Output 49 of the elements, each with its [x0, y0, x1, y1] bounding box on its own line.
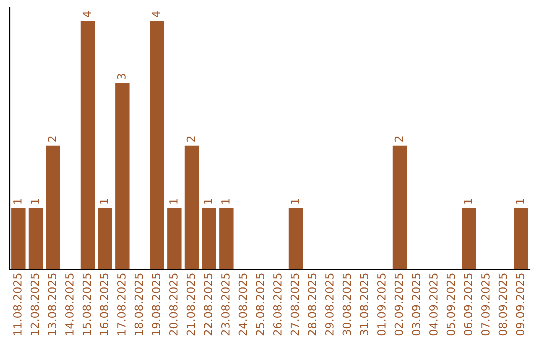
data-label: 2	[48, 136, 56, 142]
x-tick-label: 19.08.2025	[152, 274, 161, 336]
x-tick-label: 17.08.2025	[117, 274, 126, 336]
x-tick-label: 21.08.2025	[186, 274, 196, 336]
data-label: 1	[30, 199, 40, 204]
x-tick-label: 11.08.2025	[13, 274, 22, 336]
x-tick-label: 26.08.2025	[273, 274, 282, 336]
x-tick-label: 03.09.2025	[412, 274, 421, 336]
x-tick-label: 28.08.2025	[308, 274, 317, 336]
x-tick-label: 15.08.2025	[82, 274, 92, 336]
x-tick-label: 04.09.2025	[429, 274, 438, 336]
x-tick-label: 20.08.2025	[169, 274, 178, 336]
data-label: 1	[14, 199, 22, 204]
bar	[460, 206, 478, 270]
x-tick-label: 08.09.2025	[498, 274, 508, 336]
data-label: 1	[170, 199, 178, 204]
x-tick-label: 23.08.2025	[221, 274, 230, 336]
data-label: 1	[290, 199, 300, 204]
x-tick-label: 13.08.2025	[48, 274, 57, 336]
data-label: 1	[464, 199, 472, 204]
x-tick-label: 27.08.2025	[290, 274, 300, 336]
data-label: 4	[82, 12, 92, 18]
x-tick-label: 22.08.2025	[204, 274, 213, 336]
bar	[512, 206, 530, 270]
x-tick-label: 18.08.2025	[134, 274, 144, 336]
data-label: 1	[516, 199, 524, 204]
bar	[392, 144, 408, 270]
x-tick-label: 25.08.2025	[256, 274, 265, 336]
data-label: 1	[222, 199, 230, 204]
x-tick-label: 07.09.2025	[481, 274, 490, 336]
x-tick-label: 24.08.2025	[238, 274, 248, 336]
data-label: 2	[186, 136, 196, 142]
data-label: 1	[204, 199, 212, 204]
x-tick-label: 14.08.2025	[65, 274, 74, 336]
x-tick-label: 06.09.2025	[464, 274, 473, 336]
x-tick-label: 29.08.2025	[325, 274, 334, 336]
x-tick-label: 31.08.2025	[360, 274, 369, 336]
x-tick-label: 09.09.2025	[516, 274, 525, 336]
x-tick-label: 30.08.2025	[342, 274, 352, 336]
x-tick-label: 02.09.2025	[394, 274, 404, 336]
x-tick-label: 12.08.2025	[30, 274, 40, 336]
data-label: 2	[394, 136, 404, 142]
data-label: 1	[100, 199, 108, 204]
data-label: 3	[117, 74, 126, 80]
x-tick-label: 05.09.2025	[446, 274, 456, 336]
x-tick-label: 16.08.2025	[100, 274, 109, 336]
data-label: 4	[152, 12, 160, 18]
bar	[288, 206, 304, 270]
x-tick-label: 01.09.2025	[377, 274, 386, 336]
